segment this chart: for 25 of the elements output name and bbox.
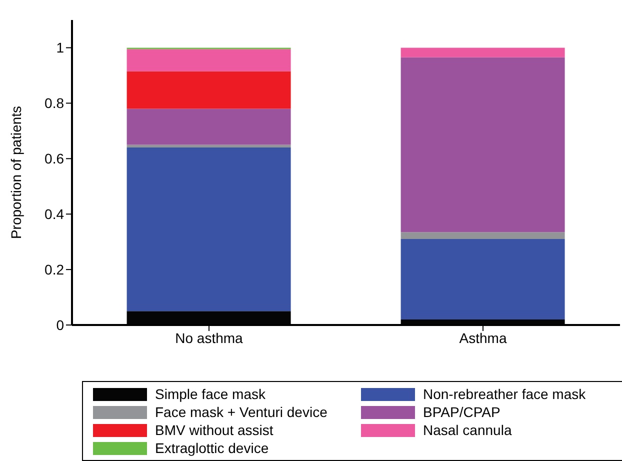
- x-tick-label: Asthma: [459, 330, 507, 346]
- bar: [126, 108, 291, 145]
- bar: [400, 232, 565, 240]
- bar: [126, 71, 291, 109]
- legend-label: BMV without assist: [155, 422, 274, 438]
- x-tick-label: No asthma: [175, 330, 244, 346]
- y-tick-label: 0.6: [44, 150, 64, 167]
- bar: [400, 57, 565, 232]
- legend-label: Extraglottic device: [155, 440, 269, 456]
- legend-label: BPAP/CPAP: [423, 404, 500, 420]
- y-tick-label: 0.4: [44, 206, 64, 222]
- y-tick-label: 0: [56, 316, 64, 333]
- bar: [126, 148, 291, 312]
- bar: [400, 239, 565, 320]
- y-tick-label: 0.2: [44, 262, 64, 278]
- legend-label: Face mask + Venturi device: [155, 404, 328, 420]
- y-tick-label: 1: [56, 40, 64, 56]
- legend-label: Nasal cannula: [423, 422, 512, 438]
- legend-label: Simple face mask: [155, 386, 266, 402]
- legend-label: Non-rebreather face mask: [423, 386, 586, 402]
- bar: [126, 49, 291, 72]
- bar: [400, 48, 565, 58]
- y-tick-label: 0.8: [44, 95, 64, 112]
- y-axis-title: Proportion of patients: [8, 106, 24, 240]
- bar: [126, 144, 291, 148]
